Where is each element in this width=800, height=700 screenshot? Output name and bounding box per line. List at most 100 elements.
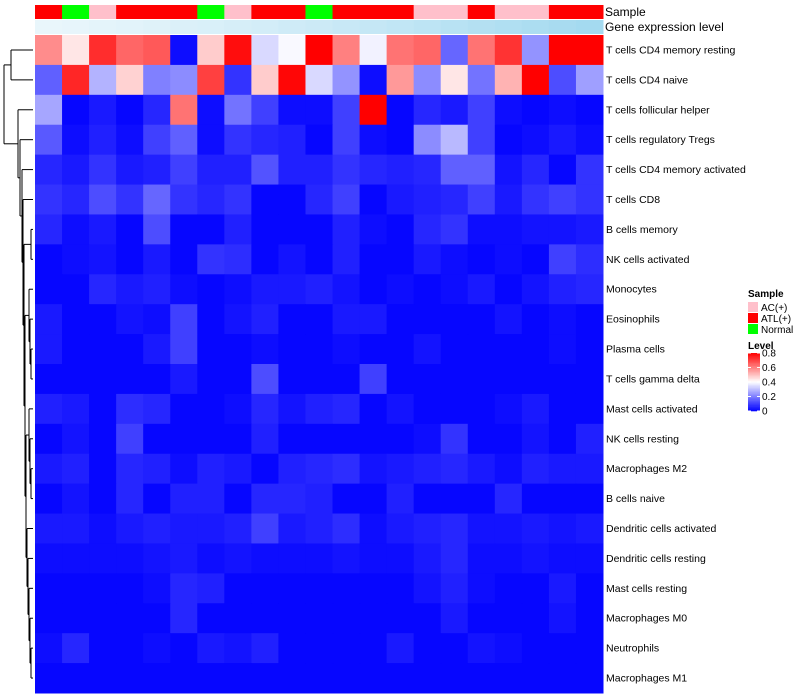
heatmap-cell — [467, 663, 496, 694]
heatmap-cell — [467, 124, 496, 156]
heatmap-cell — [251, 124, 279, 156]
heatmap-cell — [143, 364, 171, 395]
heatmap-cell — [575, 244, 604, 275]
row-label: Monocytes — [606, 284, 657, 296]
legend-label-atl: ATL(+) — [761, 314, 791, 325]
heatmap-cell — [251, 423, 279, 455]
heatmap-cell — [305, 214, 334, 245]
heatmap-cell — [467, 94, 496, 126]
heatmap-cell — [548, 94, 577, 126]
heatmap-cell — [35, 483, 63, 515]
row-label: Mast cells resting — [606, 583, 687, 595]
heatmap-cell — [35, 214, 63, 245]
heatmap-cell — [197, 244, 225, 275]
legend-gradient-step — [748, 377, 760, 380]
legend-gradient-step — [748, 370, 760, 373]
heatmap-cell — [386, 573, 415, 604]
heatmap-cell — [116, 453, 144, 485]
heatmap-cell — [278, 483, 306, 515]
sample-annotation-cell — [143, 5, 171, 19]
heatmap-cell — [359, 633, 388, 664]
heatmap-cell — [35, 64, 63, 96]
heatmap-cell — [305, 423, 334, 455]
heatmap-cell — [467, 334, 496, 365]
heatmap-cell — [521, 513, 550, 544]
heatmap-cell — [386, 334, 415, 365]
heatmap-cell — [467, 184, 496, 215]
legend-gradient-step — [748, 392, 760, 394]
heatmap-cell — [143, 184, 171, 215]
heatmap-cell — [197, 94, 225, 126]
heatmap-cell — [62, 244, 90, 275]
heatmap-cell — [359, 274, 388, 305]
heatmap-cell — [494, 633, 523, 664]
heatmap-cell — [251, 543, 279, 574]
heatmap-cell — [62, 603, 90, 634]
heatmap-cell — [251, 304, 279, 335]
row-label: B cells memory — [606, 224, 679, 236]
heatmap-cell — [116, 364, 144, 395]
legend-gradient-step — [748, 399, 760, 402]
heatmap-cell — [251, 244, 279, 275]
legend-gradient-step — [748, 383, 760, 386]
heatmap-cell — [575, 154, 604, 186]
heatmap-cell — [440, 94, 469, 126]
heatmap-cell — [224, 393, 252, 425]
heatmap-cell — [62, 35, 90, 66]
heatmap-cell — [170, 124, 198, 156]
heatmap-cell — [548, 124, 577, 156]
heatmap-cell — [521, 543, 550, 574]
legend-gradient-step — [748, 366, 760, 368]
heatmap-cell — [278, 214, 306, 245]
heatmap-cell — [143, 633, 171, 664]
heatmap-cell — [89, 364, 117, 395]
heatmap-cell — [494, 274, 523, 305]
legend-gradient-step — [748, 396, 760, 399]
heatmap-cell — [332, 124, 361, 156]
row-labels: T cells CD4 memory resting T cells CD4 na… — [606, 44, 746, 684]
heatmap-cell — [251, 184, 279, 215]
heatmap-cell — [278, 633, 306, 664]
heatmap-cell — [62, 573, 90, 604]
heatmap-cell — [548, 603, 577, 634]
heatmap-cell — [251, 64, 279, 96]
heatmap-cell — [575, 483, 604, 515]
legend-gradient-step — [748, 376, 760, 378]
heatmap-cell — [197, 184, 225, 215]
heatmap-cell — [494, 64, 523, 96]
heatmap-cell — [413, 35, 442, 66]
heatmap-cell — [116, 513, 144, 544]
heatmap-cell — [278, 94, 306, 126]
heatmap-cell — [332, 154, 361, 186]
heatmap-cell — [143, 304, 171, 335]
heatmap-cell — [116, 663, 144, 694]
sample-annotation-cell — [440, 5, 469, 19]
heatmap-cell — [224, 334, 252, 365]
heatmap-cell — [143, 663, 171, 694]
heatmap-cell — [494, 663, 523, 694]
heatmap-cell — [440, 334, 469, 365]
heatmap-cell — [143, 513, 171, 544]
heatmap-cell — [35, 633, 63, 664]
heatmap-cell — [278, 154, 306, 186]
heatmap-cell — [548, 364, 577, 395]
row-label: T cells CD4 naive — [606, 74, 688, 86]
heatmap-cell — [251, 393, 279, 425]
heatmap-cell — [197, 64, 225, 96]
heatmap-cell — [575, 573, 604, 604]
row-label: T cells CD4 memory resting — [606, 44, 735, 56]
heatmap-cell — [143, 483, 171, 515]
heatmap-cell — [116, 603, 144, 634]
heatmap-cell — [224, 603, 252, 634]
heatmap-cell — [575, 364, 604, 395]
heatmap-cell — [278, 124, 306, 156]
heatmap-cell — [170, 214, 198, 245]
heatmap-cell — [467, 453, 496, 485]
heatmap-cell — [35, 244, 63, 275]
heatmap-cell — [413, 244, 442, 275]
row-label: Plasma cells — [606, 344, 665, 356]
heatmap-cell — [521, 663, 550, 694]
heatmap-cell — [467, 513, 496, 544]
heatmap-cell — [278, 543, 306, 574]
